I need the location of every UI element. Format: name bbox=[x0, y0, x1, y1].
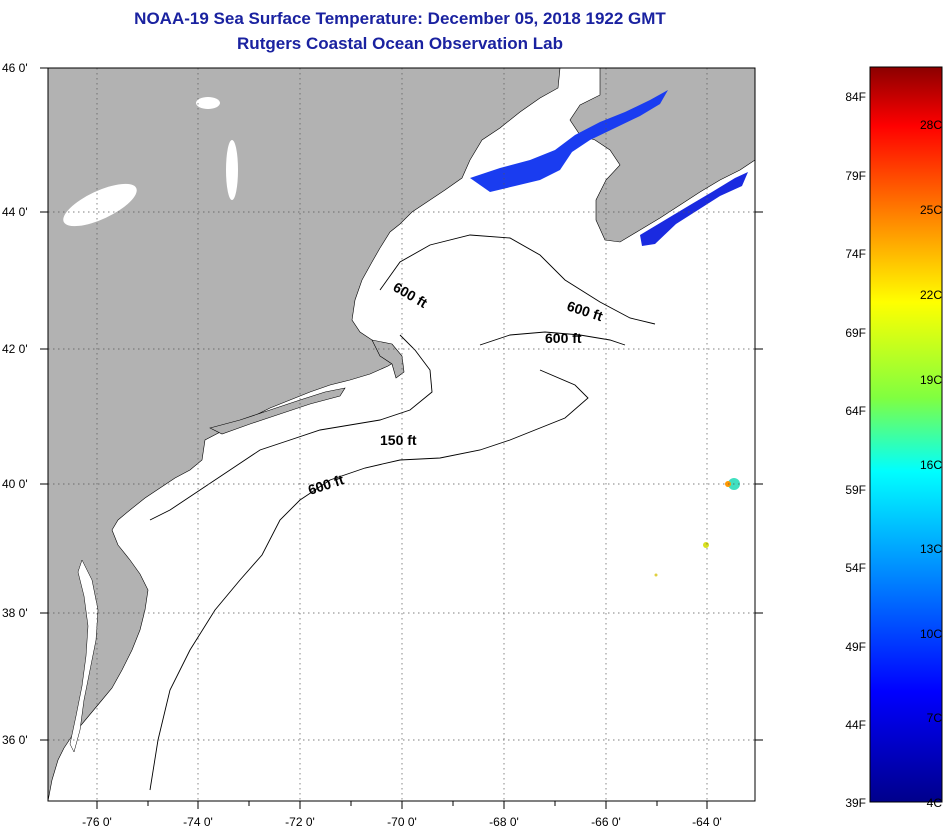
lon-label: -76 0' bbox=[82, 815, 112, 829]
colorbar-label-c: 19C bbox=[920, 373, 942, 387]
colorbar-label-c: 25C bbox=[920, 203, 942, 217]
tick-marks bbox=[40, 67, 763, 809]
colorbar-label-f: 79F bbox=[845, 169, 866, 183]
colorbar-label-c: 28C bbox=[920, 118, 942, 132]
isobath-label: 600 ft bbox=[545, 330, 582, 346]
warm-eddy bbox=[703, 542, 709, 548]
lake bbox=[226, 140, 238, 200]
colorbar-label-c: 22C bbox=[920, 288, 942, 302]
colorbar-label-f: 49F bbox=[845, 640, 866, 654]
lon-label: -72 0' bbox=[285, 815, 315, 829]
colorbar-label-f: 44F bbox=[845, 718, 866, 732]
lon-label: -64 0' bbox=[692, 815, 722, 829]
lake bbox=[63, 183, 137, 227]
lat-label: 46 0' bbox=[2, 61, 28, 75]
isobath-600ft-shelf bbox=[149, 369, 589, 791]
cape-cod bbox=[371, 339, 405, 379]
lon-label: -66 0' bbox=[591, 815, 621, 829]
long-island bbox=[209, 387, 346, 435]
lat-label: 40 0' bbox=[2, 477, 28, 491]
colorbar-label-f: 74F bbox=[845, 247, 866, 261]
colorbar-label-f: 59F bbox=[845, 483, 866, 497]
colorbar-label-c: 13C bbox=[920, 542, 942, 556]
lon-label: -68 0' bbox=[489, 815, 519, 829]
colorbar-label-f: 69F bbox=[845, 326, 866, 340]
isobath-150ft bbox=[149, 334, 433, 521]
colorbar-label-f: 64F bbox=[845, 404, 866, 418]
colorbar-label-f: 84F bbox=[845, 90, 866, 104]
colorbar-label-c: 16C bbox=[920, 458, 942, 472]
lat-label: 36 0' bbox=[2, 733, 28, 747]
cold-sst-gulf-of-maine bbox=[470, 90, 668, 192]
warm-eddy bbox=[654, 573, 658, 577]
lon-label: -70 0' bbox=[387, 815, 417, 829]
isobath-600ft-gulf bbox=[379, 234, 656, 325]
colorbar-label-f: 54F bbox=[845, 561, 866, 575]
colorbar-label-f: 39F bbox=[845, 796, 866, 810]
chesapeake-bay bbox=[69, 559, 99, 753]
lat-label: 42 0' bbox=[2, 342, 28, 356]
nova-scotia bbox=[569, 68, 755, 243]
us-mainland bbox=[48, 68, 561, 801]
colorbar-label-c: 7C bbox=[927, 711, 943, 725]
map-subtitle: Rutgers Coastal Ocean Observation Lab bbox=[237, 34, 563, 53]
isobath-label: 150 ft bbox=[380, 432, 417, 448]
lon-label: -74 0' bbox=[183, 815, 213, 829]
temperature-colorbar bbox=[869, 66, 943, 803]
map-title: NOAA-19 Sea Surface Temperature: Decembe… bbox=[134, 9, 666, 28]
colorbar-label-c: 10C bbox=[920, 627, 942, 641]
cold-sst-nova-scotia bbox=[640, 172, 748, 246]
lat-label: 38 0' bbox=[2, 606, 28, 620]
lake bbox=[196, 97, 220, 109]
graticule bbox=[48, 68, 755, 801]
isobath-600ft-basin bbox=[479, 331, 626, 346]
colorbar-label-c: 4C bbox=[927, 796, 943, 810]
lat-label: 44 0' bbox=[2, 205, 28, 219]
